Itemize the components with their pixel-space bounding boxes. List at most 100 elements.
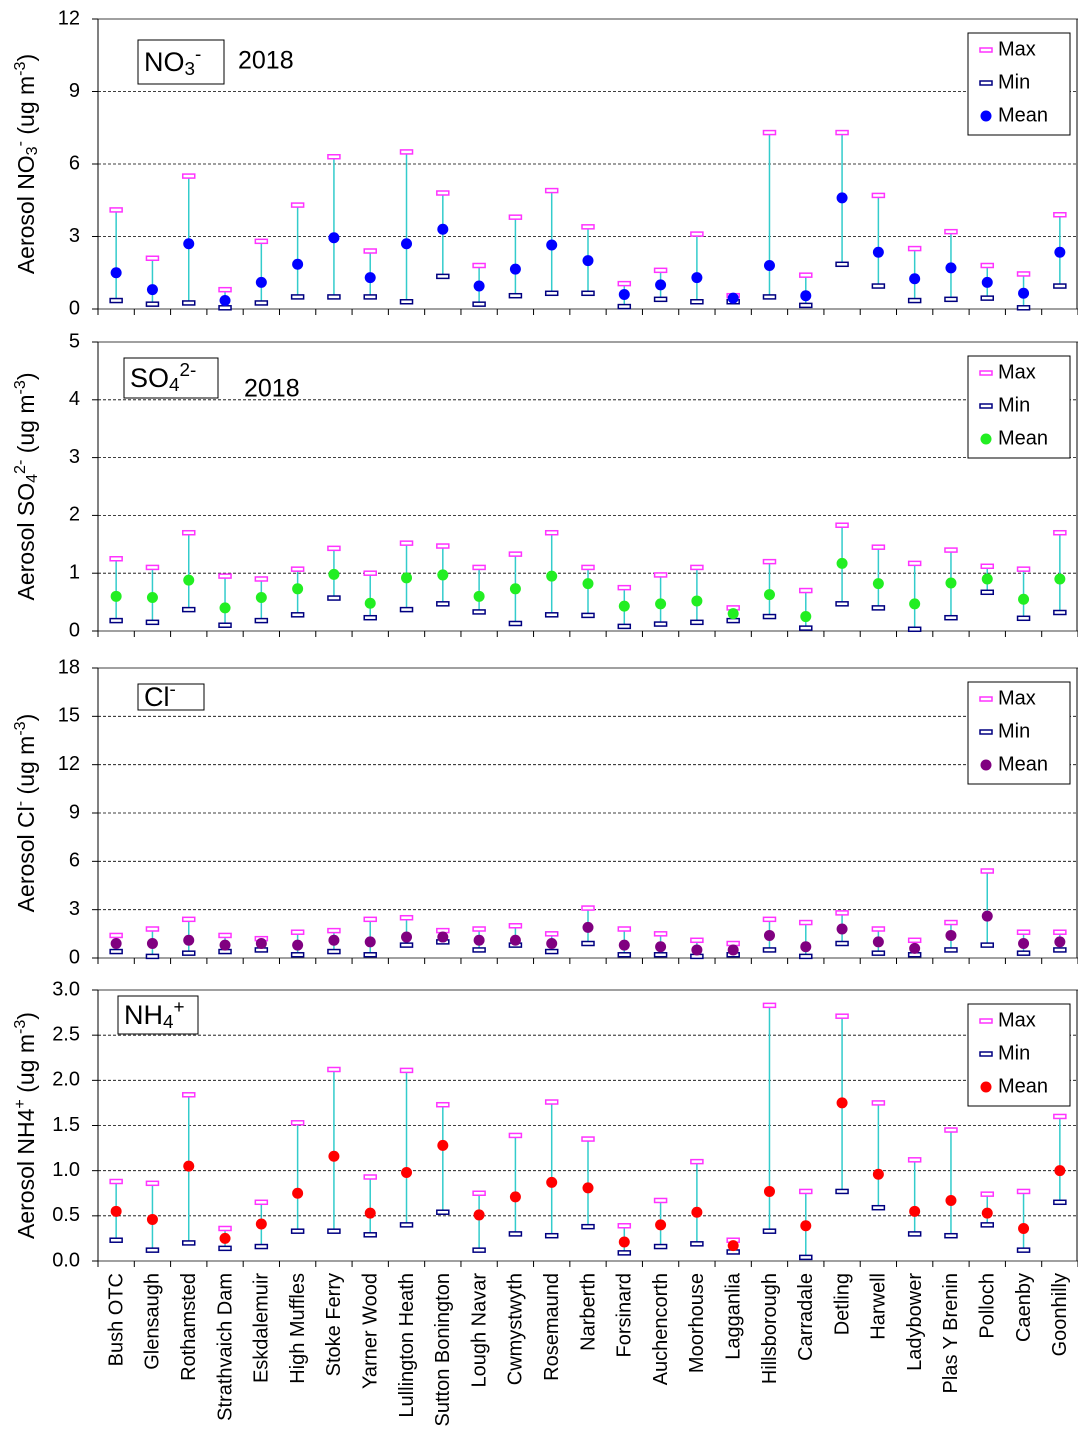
max-marker (762, 558, 777, 565)
x-tick-label: Forsinard (614, 1273, 636, 1357)
min-marker (907, 626, 922, 633)
max-marker (399, 914, 414, 921)
mean-marker (546, 570, 558, 582)
max-marker (980, 868, 995, 874)
text-part: -3 (11, 1020, 29, 1034)
min-marker (327, 948, 341, 955)
y-axis-label: Aerosol NH4+ (ug m-3) (11, 1012, 39, 1239)
mean-marker (872, 936, 884, 948)
text-part: ) (13, 372, 39, 380)
max-marker (907, 937, 922, 944)
mean-marker (945, 577, 957, 589)
x-tick-label: Moorhouse (686, 1273, 708, 1373)
mean-marker (836, 557, 848, 569)
max-marker (436, 1101, 450, 1108)
text-part: Aerosol Cl (13, 806, 39, 912)
x-tick-label: Detling (831, 1273, 853, 1335)
max-marker (290, 202, 305, 208)
y-tick-label: 3 (69, 225, 80, 247)
x-tick-label: Lough Navar (468, 1273, 490, 1388)
min-marker (436, 273, 450, 280)
y-tick-label: 2.0 (52, 1069, 80, 1091)
y-tick-label: 3 (69, 446, 80, 468)
max-marker (254, 576, 269, 582)
mean-marker (437, 931, 449, 943)
mean-marker (364, 936, 376, 948)
y-tick-label: 15 (58, 705, 80, 727)
legend-label: Mean (998, 427, 1048, 449)
max-marker (290, 929, 305, 935)
max-marker (399, 540, 414, 546)
mean-marker (437, 223, 449, 235)
mean-marker (437, 569, 449, 581)
mean-marker (909, 273, 921, 285)
min-marker (145, 619, 160, 626)
text-part: -3 (11, 61, 29, 75)
text-part: 3 (185, 59, 196, 80)
legend-marker (979, 1018, 993, 1024)
max-marker (1053, 929, 1067, 935)
text-part: + (174, 997, 185, 1018)
min-marker (690, 299, 704, 305)
min-marker (290, 612, 305, 618)
max-marker (436, 543, 450, 549)
min-marker (544, 290, 559, 297)
min-marker (653, 1243, 668, 1250)
max-marker (1053, 529, 1067, 536)
text-part: Aerosol NH4 (13, 1108, 39, 1239)
min-marker (835, 940, 849, 947)
max-marker (944, 919, 958, 926)
min-marker (690, 1241, 704, 1247)
min-marker (399, 299, 414, 305)
y-tick-label: 1 (69, 561, 80, 583)
min-marker (363, 952, 377, 958)
mean-marker (401, 572, 413, 584)
min-marker (799, 625, 813, 631)
text-part: ) (13, 714, 39, 722)
max-marker (472, 262, 486, 269)
mean-marker (655, 279, 667, 291)
mean-marker (727, 608, 739, 620)
min-marker (581, 290, 595, 297)
min-marker (907, 297, 922, 304)
legend-marker (979, 47, 993, 53)
max-marker (907, 1157, 922, 1163)
text-part: NH (124, 1000, 163, 1030)
legend-label: Max (998, 687, 1036, 709)
min-marker (145, 1247, 160, 1253)
x-tick-label: Cwmystwyth (505, 1273, 527, 1385)
max-marker (944, 547, 958, 553)
min-marker (472, 947, 486, 953)
x-tick-label: Rothamsted (178, 1273, 200, 1381)
max-marker (581, 224, 595, 230)
min-marker (363, 614, 377, 621)
mean-marker (763, 260, 775, 271)
title-box (117, 995, 199, 1035)
x-tick-label: Bush OTC (105, 1273, 127, 1366)
x-tick-label: Sutton Bonington (432, 1273, 454, 1426)
mean-marker (401, 1166, 413, 1178)
max-marker (363, 248, 377, 254)
y-tick-label: 0.5 (52, 1204, 80, 1226)
min-marker (399, 606, 414, 613)
max-marker (218, 1225, 232, 1232)
mean-marker (473, 934, 485, 946)
mean-marker (1054, 246, 1066, 258)
min-marker (1053, 947, 1067, 953)
x-tick-label: Harwell (868, 1273, 890, 1340)
min-marker (980, 1222, 995, 1228)
y-tick-label: 1.5 (52, 1114, 80, 1136)
mean-marker (255, 276, 267, 288)
max-marker (835, 129, 849, 136)
max-marker (544, 187, 559, 194)
mean-marker (509, 934, 521, 946)
mean-marker (328, 1150, 340, 1162)
text-part: Cl (144, 682, 170, 712)
max-marker (218, 932, 232, 939)
legend-label: Max (998, 361, 1036, 383)
panel-title: Cl- (144, 679, 176, 712)
max-marker (327, 545, 341, 552)
max-marker (508, 551, 523, 557)
max-marker (109, 207, 123, 213)
